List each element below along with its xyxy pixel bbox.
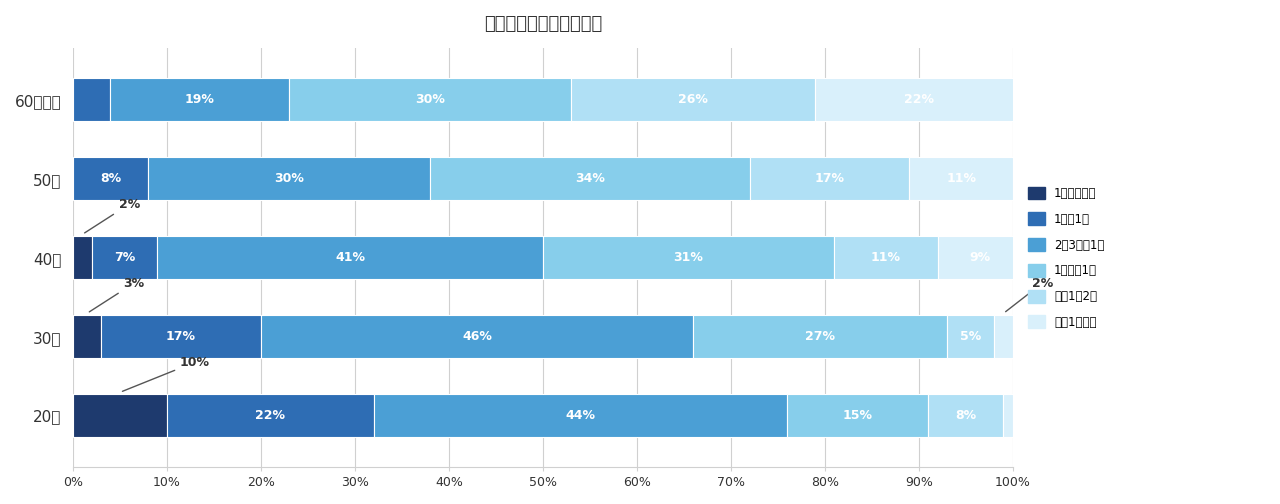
Text: 46%: 46% — [462, 330, 492, 343]
Bar — [1004, 394, 1012, 437]
Text: 11%: 11% — [870, 251, 901, 264]
Bar — [157, 236, 543, 279]
Text: 31%: 31% — [673, 251, 704, 264]
Bar — [92, 236, 157, 279]
Text: 17%: 17% — [814, 172, 845, 185]
Bar — [694, 315, 947, 358]
Bar — [995, 315, 1012, 358]
Text: 8%: 8% — [955, 409, 977, 422]
Bar — [374, 394, 787, 437]
Text: 11%: 11% — [946, 172, 977, 185]
Text: 34%: 34% — [575, 172, 604, 185]
Text: 15%: 15% — [842, 409, 873, 422]
Bar — [73, 78, 110, 121]
Text: 41%: 41% — [335, 251, 365, 264]
Bar — [73, 394, 166, 437]
Text: 44%: 44% — [566, 409, 595, 422]
Bar — [430, 157, 750, 201]
Text: 9%: 9% — [969, 251, 991, 264]
Bar — [148, 157, 430, 201]
Bar — [166, 394, 374, 437]
Bar — [835, 236, 938, 279]
Bar — [73, 236, 92, 279]
Bar — [750, 157, 909, 201]
Bar — [938, 236, 1023, 279]
Bar — [261, 315, 694, 358]
Bar — [543, 236, 835, 279]
Bar — [947, 315, 995, 358]
Text: 10%: 10% — [123, 356, 210, 391]
Text: 2%: 2% — [84, 198, 140, 233]
Bar — [571, 78, 815, 121]
Bar — [73, 157, 148, 201]
Bar — [787, 394, 928, 437]
Text: 2%: 2% — [1006, 277, 1053, 311]
Text: 22%: 22% — [904, 93, 934, 106]
Text: 8%: 8% — [100, 172, 122, 185]
Text: 30%: 30% — [415, 93, 445, 106]
Text: 22%: 22% — [255, 409, 285, 422]
Bar — [815, 78, 1023, 121]
Bar — [909, 157, 1012, 201]
Bar — [928, 394, 1004, 437]
Text: 7%: 7% — [114, 251, 136, 264]
Text: 3%: 3% — [90, 277, 145, 312]
Text: 19%: 19% — [184, 93, 215, 106]
Text: 26%: 26% — [678, 93, 708, 106]
Bar — [289, 78, 571, 121]
Bar — [101, 315, 261, 358]
Bar — [110, 78, 289, 121]
Text: 30%: 30% — [274, 172, 303, 185]
Legend: 1日に複数回, 1日に1回, 2～3日に1回, 1週間に1回, 月に1～2回, 月に1回未満: 1日に複数回, 1日に1回, 2～3日に1回, 1週間に1回, 月に1～2回, … — [1028, 186, 1105, 329]
Title: 年代別　オナニーの頻度: 年代別 オナニーの頻度 — [484, 15, 602, 33]
Text: 27%: 27% — [805, 330, 835, 343]
Text: 17%: 17% — [166, 330, 196, 343]
Text: 5%: 5% — [960, 330, 982, 343]
Bar — [73, 315, 101, 358]
